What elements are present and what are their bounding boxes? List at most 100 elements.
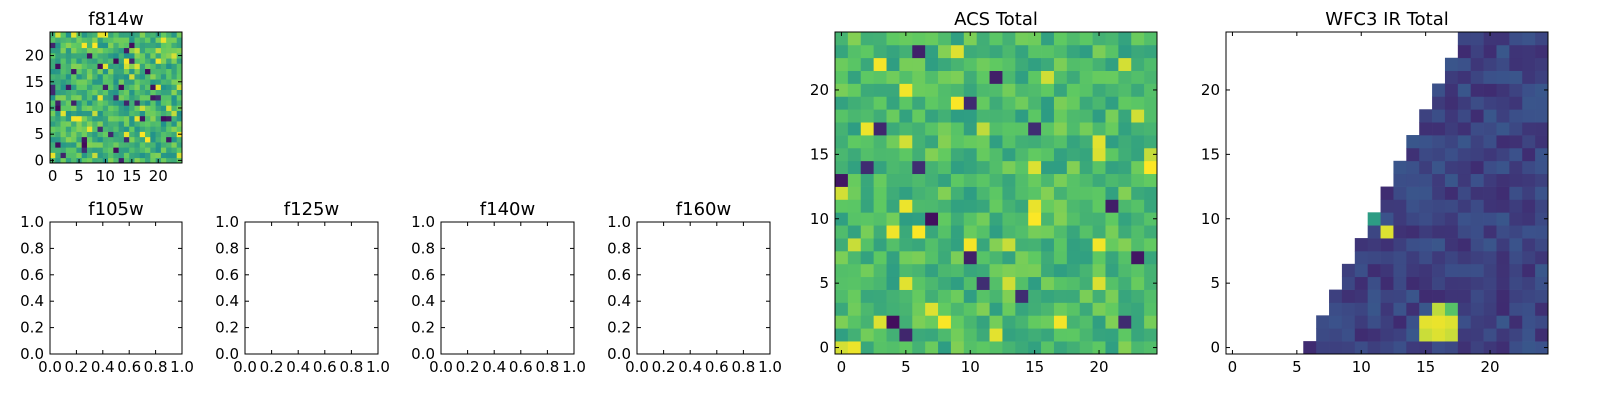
heatmap-cell xyxy=(171,142,178,148)
heatmap-cell xyxy=(912,186,926,200)
heatmap-cell xyxy=(1002,238,1016,252)
heatmap-cell xyxy=(176,63,183,70)
heatmap-cell xyxy=(1432,263,1446,278)
heatmap-cell xyxy=(108,136,114,143)
axes-frame xyxy=(49,221,183,355)
heatmap-cell xyxy=(989,160,1003,175)
heatmap-cell xyxy=(92,73,98,80)
heatmap-cell xyxy=(1380,199,1394,213)
heatmap-cell xyxy=(129,58,135,64)
heatmap-cell xyxy=(899,263,913,278)
heatmap-cell xyxy=(860,57,874,71)
heatmap-cell xyxy=(108,126,114,132)
heatmap-cell xyxy=(925,225,939,239)
heatmap-cell xyxy=(912,238,926,252)
heatmap-cell xyxy=(1144,276,1158,290)
heatmap-cell xyxy=(847,212,862,226)
y-tick-label: 0.0 xyxy=(20,345,44,363)
heatmap-cell xyxy=(160,136,167,143)
heatmap-cell xyxy=(873,289,887,303)
heatmap-cell xyxy=(76,52,83,59)
heatmap-cell xyxy=(886,160,900,175)
heatmap-cell xyxy=(1470,263,1484,278)
heatmap-cell xyxy=(835,289,849,303)
heatmap-cell xyxy=(1105,122,1119,136)
heatmap-cell xyxy=(989,341,1003,355)
heatmap-cell xyxy=(847,186,862,200)
heatmap-cell xyxy=(108,58,114,64)
heatmap-cell xyxy=(1303,341,1317,355)
heatmap-cell xyxy=(963,32,978,46)
heatmap-cell xyxy=(123,79,130,85)
heatmap-cell xyxy=(1496,44,1510,59)
heatmap-cell xyxy=(55,73,61,80)
heatmap-cell xyxy=(1066,199,1081,213)
heatmap-cell xyxy=(1419,263,1433,278)
heatmap-cell xyxy=(1367,315,1381,329)
x-tick-label: 0 xyxy=(48,167,58,185)
heatmap-cell xyxy=(176,126,183,132)
heatmap-cell xyxy=(1522,289,1536,303)
heatmap-cell xyxy=(989,225,1003,239)
heatmap-cell xyxy=(938,238,952,252)
heatmap-cell xyxy=(1444,70,1459,84)
heatmap-cell xyxy=(134,142,141,148)
heatmap-cell xyxy=(989,212,1003,226)
heatmap-cell xyxy=(1092,212,1106,226)
heatmap-cell xyxy=(118,73,125,80)
axes-title: f105w xyxy=(88,199,143,220)
heatmap-cell xyxy=(134,152,141,159)
heatmap-cell xyxy=(938,160,952,175)
heatmap-cell xyxy=(118,131,125,138)
heatmap-cell xyxy=(1483,328,1497,342)
heatmap-cell xyxy=(1105,302,1119,316)
heatmap-cell xyxy=(86,89,93,96)
heatmap-cell xyxy=(1118,44,1132,59)
heatmap-cell xyxy=(1432,199,1446,213)
x-tick-label: 1.0 xyxy=(170,358,194,376)
heatmap-cell xyxy=(123,94,130,101)
heatmap-cell xyxy=(1444,173,1459,187)
heatmap-cell xyxy=(1354,250,1369,265)
heatmap-cell xyxy=(912,250,926,265)
heatmap-cell xyxy=(1457,70,1472,84)
heatmap-cell xyxy=(76,136,83,143)
heatmap-cell xyxy=(963,83,978,97)
heatmap-cell xyxy=(1131,302,1145,316)
heatmap-cell xyxy=(113,157,119,164)
heatmap-cell xyxy=(65,63,72,70)
heatmap-cell xyxy=(1432,276,1446,290)
heatmap-cell xyxy=(1053,250,1068,265)
heatmap-cell xyxy=(1483,302,1497,316)
heatmap-cell xyxy=(50,84,56,90)
heatmap-cell xyxy=(1341,276,1356,290)
heatmap-cell xyxy=(60,131,67,138)
heatmap-cell xyxy=(102,105,109,111)
heatmap-cell xyxy=(989,32,1003,46)
heatmap-cell xyxy=(139,52,146,59)
heatmap-cell xyxy=(1393,315,1407,329)
heatmap-cell xyxy=(76,100,83,106)
heatmap-cell xyxy=(1066,263,1081,278)
heatmap-cell xyxy=(860,83,874,97)
heatmap-cell xyxy=(1457,212,1472,226)
heatmap-cell xyxy=(912,70,926,84)
heatmap-cell xyxy=(1483,263,1497,278)
heatmap-cell xyxy=(1444,96,1459,110)
heatmap-cell xyxy=(1470,289,1484,303)
heatmap-cell xyxy=(65,152,72,159)
heatmap-cell xyxy=(1041,96,1055,110)
x-tick-label: 0.2 xyxy=(260,358,284,376)
heatmap-cell xyxy=(1496,122,1510,136)
heatmap-cell xyxy=(976,186,990,200)
heatmap-cell xyxy=(1028,57,1042,71)
heatmap-cell xyxy=(1002,44,1016,59)
heatmap-cell xyxy=(60,126,67,132)
heatmap-cell xyxy=(847,44,862,59)
heatmap-cell xyxy=(1144,263,1158,278)
heatmap-cell xyxy=(1522,160,1536,175)
heatmap-cell xyxy=(1509,160,1523,175)
heatmap-cell xyxy=(150,121,156,127)
heatmap-cell xyxy=(1131,186,1145,200)
heatmap-cell xyxy=(81,52,88,59)
